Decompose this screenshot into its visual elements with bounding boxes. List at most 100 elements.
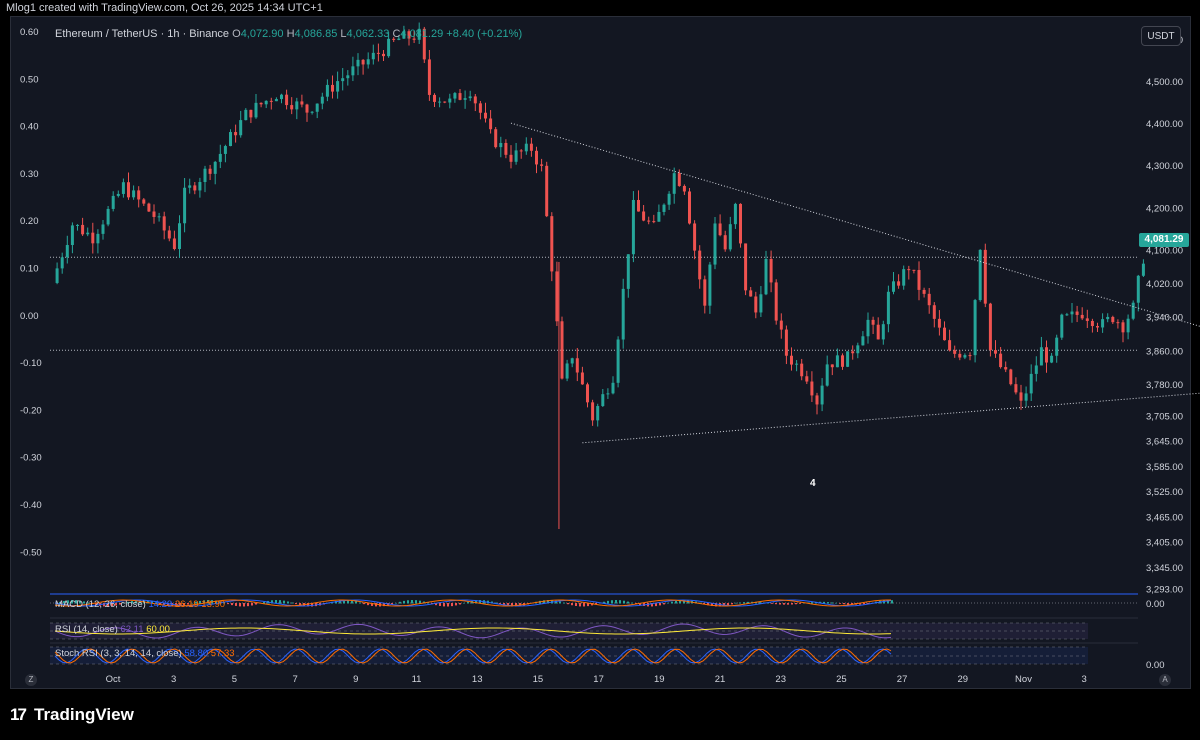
left-axis-tick: -0.40 [20,500,42,511]
candle-body [591,402,595,421]
candle-body [325,84,329,97]
candle-body [361,59,365,65]
macd-histogram-bar [223,602,225,604]
candle-body [218,153,222,162]
candle-body [1039,347,1043,366]
macd-histogram-bar [499,603,501,605]
candle-body [473,96,477,104]
stoch-value-2: 57.33 [210,648,235,659]
macd-histogram-bar [779,603,781,605]
attribution-bar: Mlog1 created with TradingView.com, Oct … [0,0,1200,16]
candle-body [310,111,314,113]
candle-body [529,143,533,151]
candle-body [264,100,268,105]
macd-histogram-bar [191,602,193,604]
candle-body [458,93,462,100]
x-axis-tick: 23 [775,674,786,685]
candle-body [101,224,105,234]
macd-histogram-bar [839,603,841,604]
macd-histogram-bar [847,603,849,605]
right-axis-tick: 3,860.00 [1146,346,1183,357]
candle-body [438,101,442,103]
candle-body [280,94,283,100]
candle-body [65,245,69,258]
candle-body [810,381,814,396]
candle-body [616,339,620,383]
rsi-legend: RSI (14, close) 62.11 60.00 [55,624,170,635]
x-axis-tick: 7 [292,674,297,685]
candle-body [295,101,299,110]
candle-body [351,66,355,76]
candle-body [1075,311,1079,315]
candle-body [269,100,273,102]
symbol-name: Ethereum / TetherUS · 1h · Binance [55,28,230,40]
candle-body [504,142,508,155]
macd-histogram-bar [863,603,865,605]
macd-histogram-bar [231,603,233,606]
macd-histogram-bar [619,600,621,604]
candle-body [897,281,901,286]
macd-histogram-bar [75,600,77,604]
candle-body [886,291,890,325]
candle-body [453,93,457,99]
tradingview-logo[interactable]: 17 TradingView [10,705,134,725]
candle-body [274,99,278,102]
macd-histogram-bar [287,601,289,604]
candle-body [550,216,554,272]
macd-histogram-bar [767,602,769,604]
macd-histogram-bar [559,601,561,604]
auto-scale-button[interactable]: A [1159,674,1171,686]
left-axis-tick: 0.20 [20,216,39,227]
macd-histogram-bar [867,603,869,604]
candle-body [244,109,248,121]
macd-histogram-bar [367,603,369,606]
macd-histogram-bar [307,603,309,607]
candle-body [147,203,151,212]
candle-body [774,282,778,321]
candle-body [948,340,952,351]
candle-body [356,59,360,67]
macd-histogram-bar [155,602,157,604]
macd-histogram-bar [731,603,733,605]
macd-histogram-bar [159,603,161,605]
macd-histogram-bar [183,603,185,606]
candle-body [912,269,916,271]
candle-body [1096,326,1099,328]
macd-histogram-bar [203,600,205,604]
macd-histogram-bar [383,603,385,607]
macd-histogram-bar [195,601,197,604]
candle-body [713,223,717,265]
macd-histogram-bar [579,603,581,607]
macd-histogram-bar [611,600,613,604]
macd-histogram-bar [675,600,677,604]
macd-histogram-bar [311,603,313,607]
zoom-left-button[interactable]: Z [25,674,37,686]
macd-histogram-bar [71,600,73,604]
currency-button[interactable]: USDT [1141,26,1181,46]
candle-body [300,101,304,105]
x-axis-tick: 25 [836,674,847,685]
candle-body [652,221,656,223]
macd-histogram-bar [891,600,893,604]
macd-histogram-bar [255,603,257,605]
macd-histogram-bar [83,601,85,604]
candle-body [1029,373,1033,394]
candle-body [601,394,605,407]
candle-body [1024,393,1028,401]
candle-body [535,150,538,165]
price-chart[interactable]: 0.60 0.50 0.40 0.30 0.20 0.10 0.00 -0.10 -0.20 -0… [0,0,1200,700]
macd-histogram-bar [115,603,117,606]
candle-body [968,355,972,357]
close-value: 4,081.29 [400,28,444,40]
candle-body [749,290,753,297]
macd-histogram-bar [787,603,789,605]
left-axis-tick: 0.50 [20,74,39,85]
macd-histogram-bar [107,603,109,607]
candle-body [142,199,146,204]
candle-body [499,142,503,148]
macd-histogram-bar [119,603,121,605]
macd-histogram-bar [639,603,641,606]
stoch-legend: Stoch RSI (3, 3, 14, 14, close) 58.80 57… [55,648,235,659]
right-axis-tick: 4,200.00 [1146,203,1183,214]
macd-histogram-bar [515,603,517,607]
